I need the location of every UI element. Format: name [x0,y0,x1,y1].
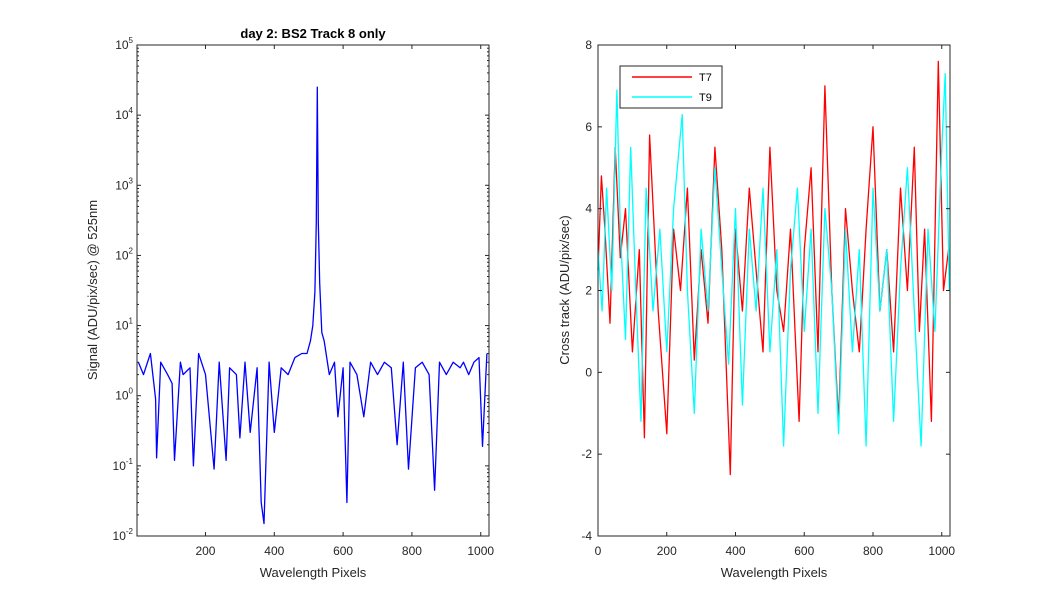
left-plot: 200 400 600 800 1000 10-2 10-1 100 101 102 103 104 1… [85,26,494,580]
left-plot-series [137,86,488,525]
x-tick-label: 0 [595,544,602,558]
x-tick-label: 400 [725,544,745,558]
left-plot-ylabel: Signal (ADU/pix/sec) @ 525nm [85,200,100,380]
y-tick-label: 100 [115,387,133,403]
x-tick-label: 600 [794,544,814,558]
y-tick-label: 2 [585,284,592,298]
y-tick-label: 10-2 [113,527,134,543]
left-plot-area [137,45,489,536]
y-tick-label: 8 [585,38,592,52]
x-tick-label: 1000 [928,544,955,558]
y-tick-label: -4 [581,529,592,543]
right-plot-legend: T7 T9 [619,65,723,109]
right-plot-frame [597,44,951,537]
y-tick-label: 104 [115,106,133,122]
x-tick-label: 800 [863,544,883,558]
left-plot-ticks: 200 400 600 800 1000 10-2 10-1 100 101 102 103 104 1… [113,36,495,558]
series-line-t9 [597,72,950,447]
right-plot: 0 200 400 600 800 1000 -4 -2 0 2 4 6 8 Wavelength Pi… [557,38,955,580]
left-plot-frame [136,44,490,537]
series-line-signal [137,86,488,525]
y-tick-label: 6 [585,120,592,134]
legend-label-t9: T9 [699,92,712,104]
left-plot-title: day 2: BS2 Track 8 only [240,26,386,41]
x-tick-label: 200 [657,544,677,558]
y-tick-label: 10-1 [113,457,134,473]
y-tick-label: 0 [585,365,592,379]
y-tick-label: 105 [115,36,133,52]
right-plot-series [597,60,950,476]
x-tick-label: 200 [195,544,215,558]
x-tick-label: 400 [264,544,284,558]
x-tick-label: 600 [333,544,353,558]
legend-box [619,65,723,109]
y-tick-label: 4 [585,202,592,216]
series-line-t7 [597,60,950,476]
x-tick-label: 800 [402,544,422,558]
x-tick-label: 1000 [467,544,494,558]
y-tick-label: 102 [115,246,133,262]
right-plot-xlabel: Wavelength Pixels [721,565,828,580]
y-tick-label: -2 [581,447,592,461]
y-tick-label: 103 [115,176,133,192]
legend-label-t7: T7 [699,72,712,84]
y-tick-label: 101 [115,317,133,333]
right-plot-ylabel: Cross track (ADU/pix/sec) [557,215,572,365]
left-plot-xlabel: Wavelength Pixels [260,565,367,580]
